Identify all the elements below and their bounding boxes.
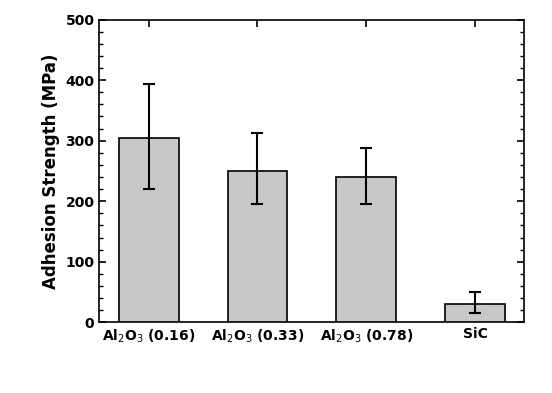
- Y-axis label: Adhesion Strength (MPa): Adhesion Strength (MPa): [42, 53, 60, 288]
- Bar: [336, 177, 396, 322]
- Bar: [119, 138, 178, 322]
- Bar: [445, 304, 505, 322]
- Bar: [227, 171, 288, 322]
